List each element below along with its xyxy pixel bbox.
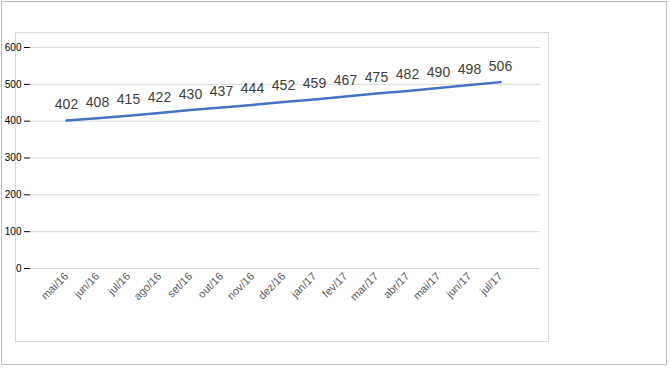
svg-text:200: 200 <box>5 189 22 200</box>
svg-text:467: 467 <box>334 72 358 88</box>
svg-text:459: 459 <box>303 75 327 91</box>
svg-text:0: 0 <box>16 263 22 274</box>
svg-text:mai/16: mai/16 <box>39 270 71 302</box>
svg-text:out/16: out/16 <box>195 270 225 300</box>
svg-text:498: 498 <box>458 61 482 77</box>
svg-text:600: 600 <box>5 42 22 53</box>
svg-text:abr/17: abr/17 <box>381 270 412 301</box>
svg-text:jun/16: jun/16 <box>71 270 101 300</box>
svg-text:415: 415 <box>117 91 141 107</box>
svg-text:452: 452 <box>272 77 296 93</box>
svg-text:444: 444 <box>241 80 265 96</box>
svg-text:mai/17: mai/17 <box>411 270 443 302</box>
svg-text:400: 400 <box>5 115 22 126</box>
svg-text:dez/16: dez/16 <box>256 270 288 302</box>
svg-text:437: 437 <box>210 83 234 99</box>
svg-text:nov/16: nov/16 <box>225 270 257 302</box>
svg-text:490: 490 <box>427 63 451 79</box>
svg-text:jul/16: jul/16 <box>105 270 133 298</box>
svg-text:506: 506 <box>489 58 513 74</box>
svg-text:jun/17: jun/17 <box>443 270 473 300</box>
svg-text:402: 402 <box>55 96 79 112</box>
svg-text:422: 422 <box>148 89 172 105</box>
svg-text:jan/17: jan/17 <box>288 270 318 300</box>
svg-text:jul/17: jul/17 <box>477 270 505 298</box>
svg-text:500: 500 <box>5 79 22 90</box>
svg-text:100: 100 <box>5 226 22 237</box>
svg-text:fev/17: fev/17 <box>320 270 350 300</box>
svg-text:mar/17: mar/17 <box>348 270 381 303</box>
svg-text:set/16: set/16 <box>165 270 195 300</box>
svg-text:408: 408 <box>86 94 110 110</box>
svg-text:430: 430 <box>179 86 203 102</box>
svg-text:300: 300 <box>5 152 22 163</box>
svg-text:ago/16: ago/16 <box>131 270 163 302</box>
svg-text:482: 482 <box>396 66 420 82</box>
svg-text:475: 475 <box>365 69 389 85</box>
